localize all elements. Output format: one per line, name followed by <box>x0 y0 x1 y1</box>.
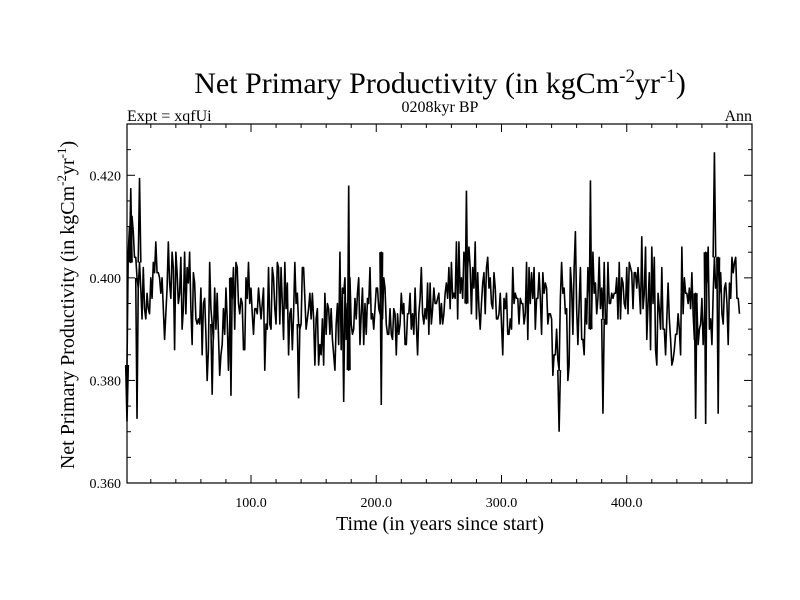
series-spike <box>296 323 301 399</box>
x-axis-label: Time (in years since start) <box>336 513 544 535</box>
series-spike <box>703 252 708 425</box>
series-spike <box>716 257 721 414</box>
series-spike <box>210 323 215 395</box>
ylabel-main: Net Primary Productivity (in kgCm <box>57 185 79 469</box>
series-extremes <box>124 152 721 432</box>
subtitle-left: Expt = xqfUi <box>127 108 212 125</box>
series-spike <box>588 180 593 330</box>
subtitle-right: Ann <box>724 108 752 125</box>
y-axis-label-text: Net Primary Productivity (in kgCm-2yr-1) <box>54 141 79 469</box>
plot-frame <box>126 123 753 484</box>
title-end: ) <box>676 67 686 100</box>
series-spike <box>379 252 384 406</box>
ylabel-end: ) <box>57 141 79 148</box>
series-spike <box>134 277 140 419</box>
plot-series <box>126 215 741 382</box>
ylabel-sup2: -1 <box>54 148 69 159</box>
title-mid: yr <box>635 67 660 100</box>
series-spike <box>600 318 606 414</box>
subtitle-center: 0208kyr BP <box>402 99 479 116</box>
series-spike <box>693 293 698 419</box>
chart-title-text: Net Primary Productivity (in kgCm-2yr-1) <box>194 66 686 100</box>
axis-ticks: 0.360 0.380 0.400 0.420 100.0 200.0 300.0 400.0 <box>90 123 752 511</box>
x-tick-label: 300.0 <box>486 496 518 511</box>
title-sup1: -2 <box>619 66 635 87</box>
title-sup2: -1 <box>660 66 676 87</box>
series-spike <box>464 190 469 304</box>
series-spike <box>341 293 346 402</box>
y-tick-label: 0.400 <box>90 272 122 287</box>
ylabel-mid: yr <box>57 158 79 175</box>
series-spike <box>346 185 351 371</box>
y-axis-label: Net Primary Productivity (in kgCm-2yr-1) <box>54 141 79 469</box>
title-main: Net Primary Productivity (in kgCm <box>194 67 619 100</box>
series-spike <box>228 277 234 396</box>
x-tick-label: 400.0 <box>611 496 643 511</box>
series-line-ann <box>126 215 741 382</box>
series-spike <box>128 188 133 263</box>
x-tick-label: 200.0 <box>360 496 392 511</box>
ylabel-sup1: -2 <box>54 175 69 186</box>
series-spike <box>712 152 717 258</box>
series-spike <box>137 177 142 263</box>
y-tick-label: 0.380 <box>90 374 122 389</box>
chart-title: Net Primary Productivity (in kgCm-2yr-1) <box>194 66 686 100</box>
x-tick-label: 100.0 <box>235 496 267 511</box>
y-tick-label: 0.360 <box>90 477 122 492</box>
series-spike <box>557 370 562 432</box>
y-tick-label: 0.420 <box>90 169 122 184</box>
